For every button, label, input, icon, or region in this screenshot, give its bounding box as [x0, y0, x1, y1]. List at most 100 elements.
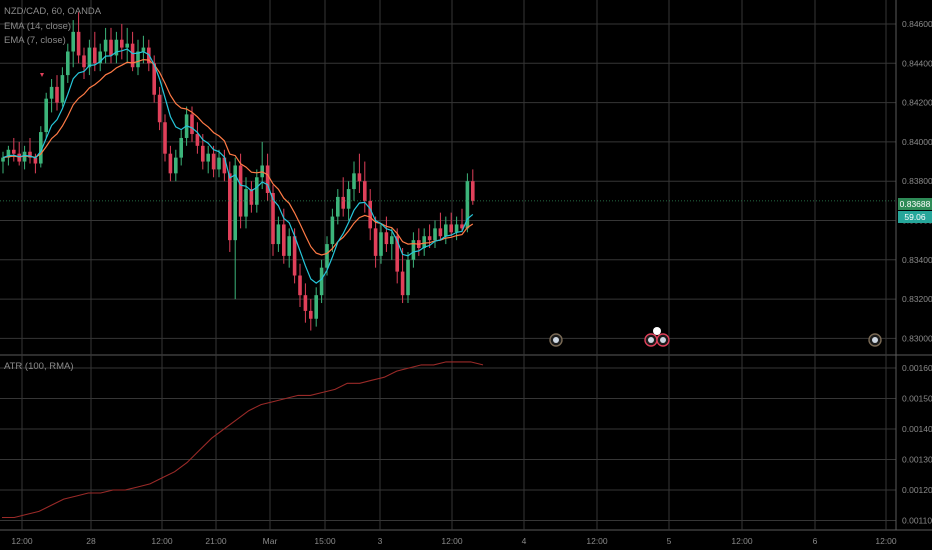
- economic-event-marker: [868, 333, 882, 347]
- candle-body: [174, 157, 178, 174]
- candle-body: [103, 39, 108, 52]
- ema7-legend[interactable]: EMA (7, close): [4, 35, 66, 46]
- candle: [238, 153, 243, 229]
- candle: [384, 216, 389, 252]
- candle: [163, 114, 167, 162]
- ema14-legend[interactable]: EMA (14, close): [4, 21, 72, 32]
- atr-line: [2, 361, 484, 519]
- candle-body: [163, 122, 167, 154]
- candle: [217, 149, 221, 178]
- candle: [157, 86, 162, 131]
- candle-series[interactable]: [1, 12, 475, 331]
- candle-body: [125, 43, 129, 48]
- candle: [298, 263, 302, 307]
- event-marker-dot: [648, 337, 654, 343]
- symbol-legend[interactable]: NZD/CAD, 60, OANDA: [4, 6, 102, 17]
- candle: [233, 157, 237, 300]
- candle-body: [39, 132, 43, 164]
- candle: [222, 149, 227, 182]
- candle: [206, 145, 210, 174]
- candle-body: [465, 181, 470, 229]
- candle: [195, 122, 200, 154]
- candle-body: [406, 259, 410, 296]
- event-markers[interactable]: [40, 73, 882, 347]
- candle-body: [211, 153, 216, 170]
- candle-body: [357, 173, 362, 182]
- candle: [141, 35, 146, 64]
- axes: 0.84600 0.84400 0.84200 0.84000 0.83800 0.836…: [0, 19, 932, 546]
- candle-body: [282, 224, 286, 256]
- candle-body: [190, 114, 194, 135]
- candle: [373, 216, 378, 268]
- candle-body: [255, 177, 259, 205]
- candle-body: [222, 157, 227, 174]
- ema-value-tag: 59.06: [898, 211, 932, 223]
- time-tick-label: 15:00: [314, 536, 336, 546]
- candle-body: [12, 149, 16, 154]
- candle: [444, 216, 448, 245]
- candle-body: [292, 236, 297, 276]
- candle-body: [368, 200, 372, 229]
- candle-body: [233, 165, 237, 241]
- candle-body: [60, 75, 65, 103]
- candle-body: [28, 151, 32, 158]
- candle: [44, 92, 48, 138]
- candle: [130, 31, 135, 72]
- candle-body: [6, 149, 11, 158]
- candle-body: [55, 86, 59, 103]
- event-count-badge: [653, 327, 661, 335]
- last-price-tag: 0.83688: [898, 198, 932, 210]
- candle-body: [244, 189, 248, 217]
- candle-body: [130, 43, 135, 68]
- candle: [17, 141, 21, 166]
- candle-body: [33, 157, 38, 164]
- candle-body: [298, 275, 302, 296]
- candle-body: [287, 236, 291, 256]
- atr-legend[interactable]: ATR (100, RMA): [4, 361, 74, 372]
- atr-tick-label: 0.00110: [902, 516, 932, 526]
- candle-body: [411, 240, 416, 260]
- candle-body: [98, 51, 102, 64]
- candle: [352, 161, 356, 201]
- candle: [438, 212, 443, 241]
- event-marker-dot: [660, 337, 666, 343]
- atr-tick-label: 0.00160: [902, 363, 932, 373]
- time-tick-label: 5: [667, 536, 672, 546]
- candle: [314, 287, 318, 327]
- candle-body: [400, 271, 405, 296]
- candle-body: [379, 232, 383, 256]
- candle: [433, 220, 437, 249]
- candle-body: [330, 216, 335, 245]
- candle-body: [395, 236, 399, 272]
- candle: [60, 67, 65, 107]
- candle-body: [336, 196, 340, 217]
- candle: [411, 232, 416, 268]
- candle: [114, 31, 119, 64]
- price-tick-label: 0.83400: [902, 255, 932, 265]
- candle-body: [71, 31, 75, 52]
- candle: [363, 161, 367, 213]
- candle: [76, 12, 81, 64]
- candle: [287, 228, 291, 268]
- candle-body: [427, 236, 432, 241]
- candle: [400, 248, 405, 304]
- candle: [87, 39, 92, 76]
- candle: [336, 189, 340, 225]
- candle: [1, 151, 5, 174]
- candle-body: [449, 224, 453, 233]
- candle-body: [179, 137, 183, 158]
- candle-body: [325, 244, 329, 268]
- candle-body: [49, 86, 54, 99]
- candle-body: [276, 224, 281, 245]
- candle-body: [390, 236, 394, 245]
- candle-body: [168, 153, 173, 174]
- candle: [39, 126, 43, 168]
- candle: [136, 39, 140, 76]
- candle: [460, 208, 464, 233]
- candle-body: [249, 189, 254, 205]
- candle: [406, 251, 410, 304]
- price-tick-label: 0.83000: [902, 333, 932, 343]
- time-tick-label: 12:00: [441, 536, 463, 546]
